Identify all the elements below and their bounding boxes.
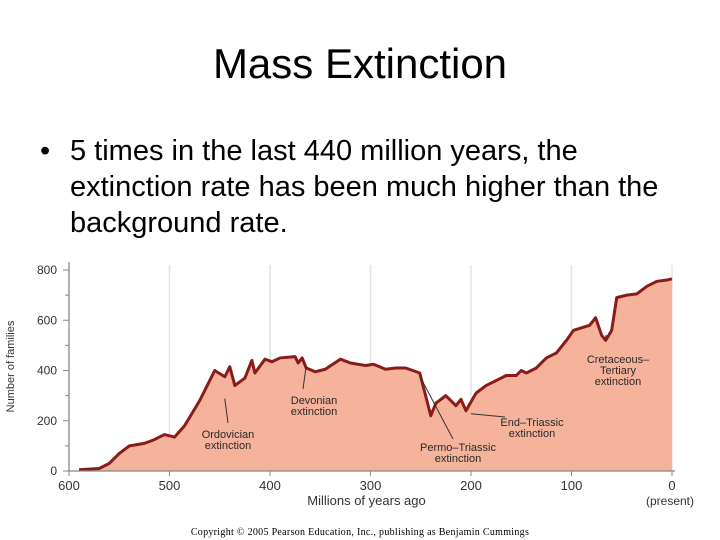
x-tick-label: 400 xyxy=(259,478,281,493)
y-tick-label: 400 xyxy=(37,364,57,378)
bullet-point: • 5 times in the last 440 million years,… xyxy=(40,133,700,239)
annotation-label: Permo–Triassic xyxy=(420,442,496,454)
annotation-label: extinction xyxy=(435,453,481,465)
annotation-leader xyxy=(302,365,307,390)
y-tick-label: 600 xyxy=(37,313,57,327)
annotation-leader xyxy=(470,413,506,418)
x-tick-label: 0 xyxy=(668,478,675,493)
y-tick-label: 800 xyxy=(37,263,57,277)
x-axis-title: Millions of years ago xyxy=(307,493,426,508)
x-tick-label: 500 xyxy=(159,478,181,493)
annotation-label: extinction xyxy=(595,376,641,388)
copyright-notice: Copyright © 2005 Pearson Education, Inc.… xyxy=(190,527,530,538)
x-tick-label: 200 xyxy=(460,478,482,493)
diversity-line xyxy=(78,277,673,472)
annotation-leader xyxy=(224,398,229,424)
chart-area xyxy=(78,277,673,472)
x-tick-note: (present) xyxy=(646,494,694,508)
annotation-label: extinction xyxy=(205,440,251,452)
y-tick-label: 200 xyxy=(37,414,57,428)
x-tick-label: 300 xyxy=(360,478,382,493)
y-axis-title: Number of families xyxy=(5,320,17,412)
annotation-label: End–Triassic xyxy=(500,417,564,429)
diversity-area xyxy=(79,278,673,471)
annotation-label: Ordovician xyxy=(202,429,255,441)
chart-axes xyxy=(63,262,675,476)
x-tick-label: 600 xyxy=(58,478,80,493)
annotation-label: extinction xyxy=(291,406,337,418)
annotation-label: Tertiary xyxy=(600,365,637,377)
bullet-text: 5 times in the last 440 million years, t… xyxy=(70,135,659,239)
annotation-label: extinction xyxy=(509,428,555,440)
annotation-label: Devonian xyxy=(291,395,337,407)
bullet-dot: • xyxy=(40,135,51,167)
slide-title: Mass Extinction xyxy=(212,40,508,87)
annotation-label: Cretaceous– xyxy=(587,354,650,366)
annotation-leader xyxy=(419,375,454,440)
x-tick-label: 100 xyxy=(561,478,583,493)
y-tick-label: 0 xyxy=(50,464,57,478)
